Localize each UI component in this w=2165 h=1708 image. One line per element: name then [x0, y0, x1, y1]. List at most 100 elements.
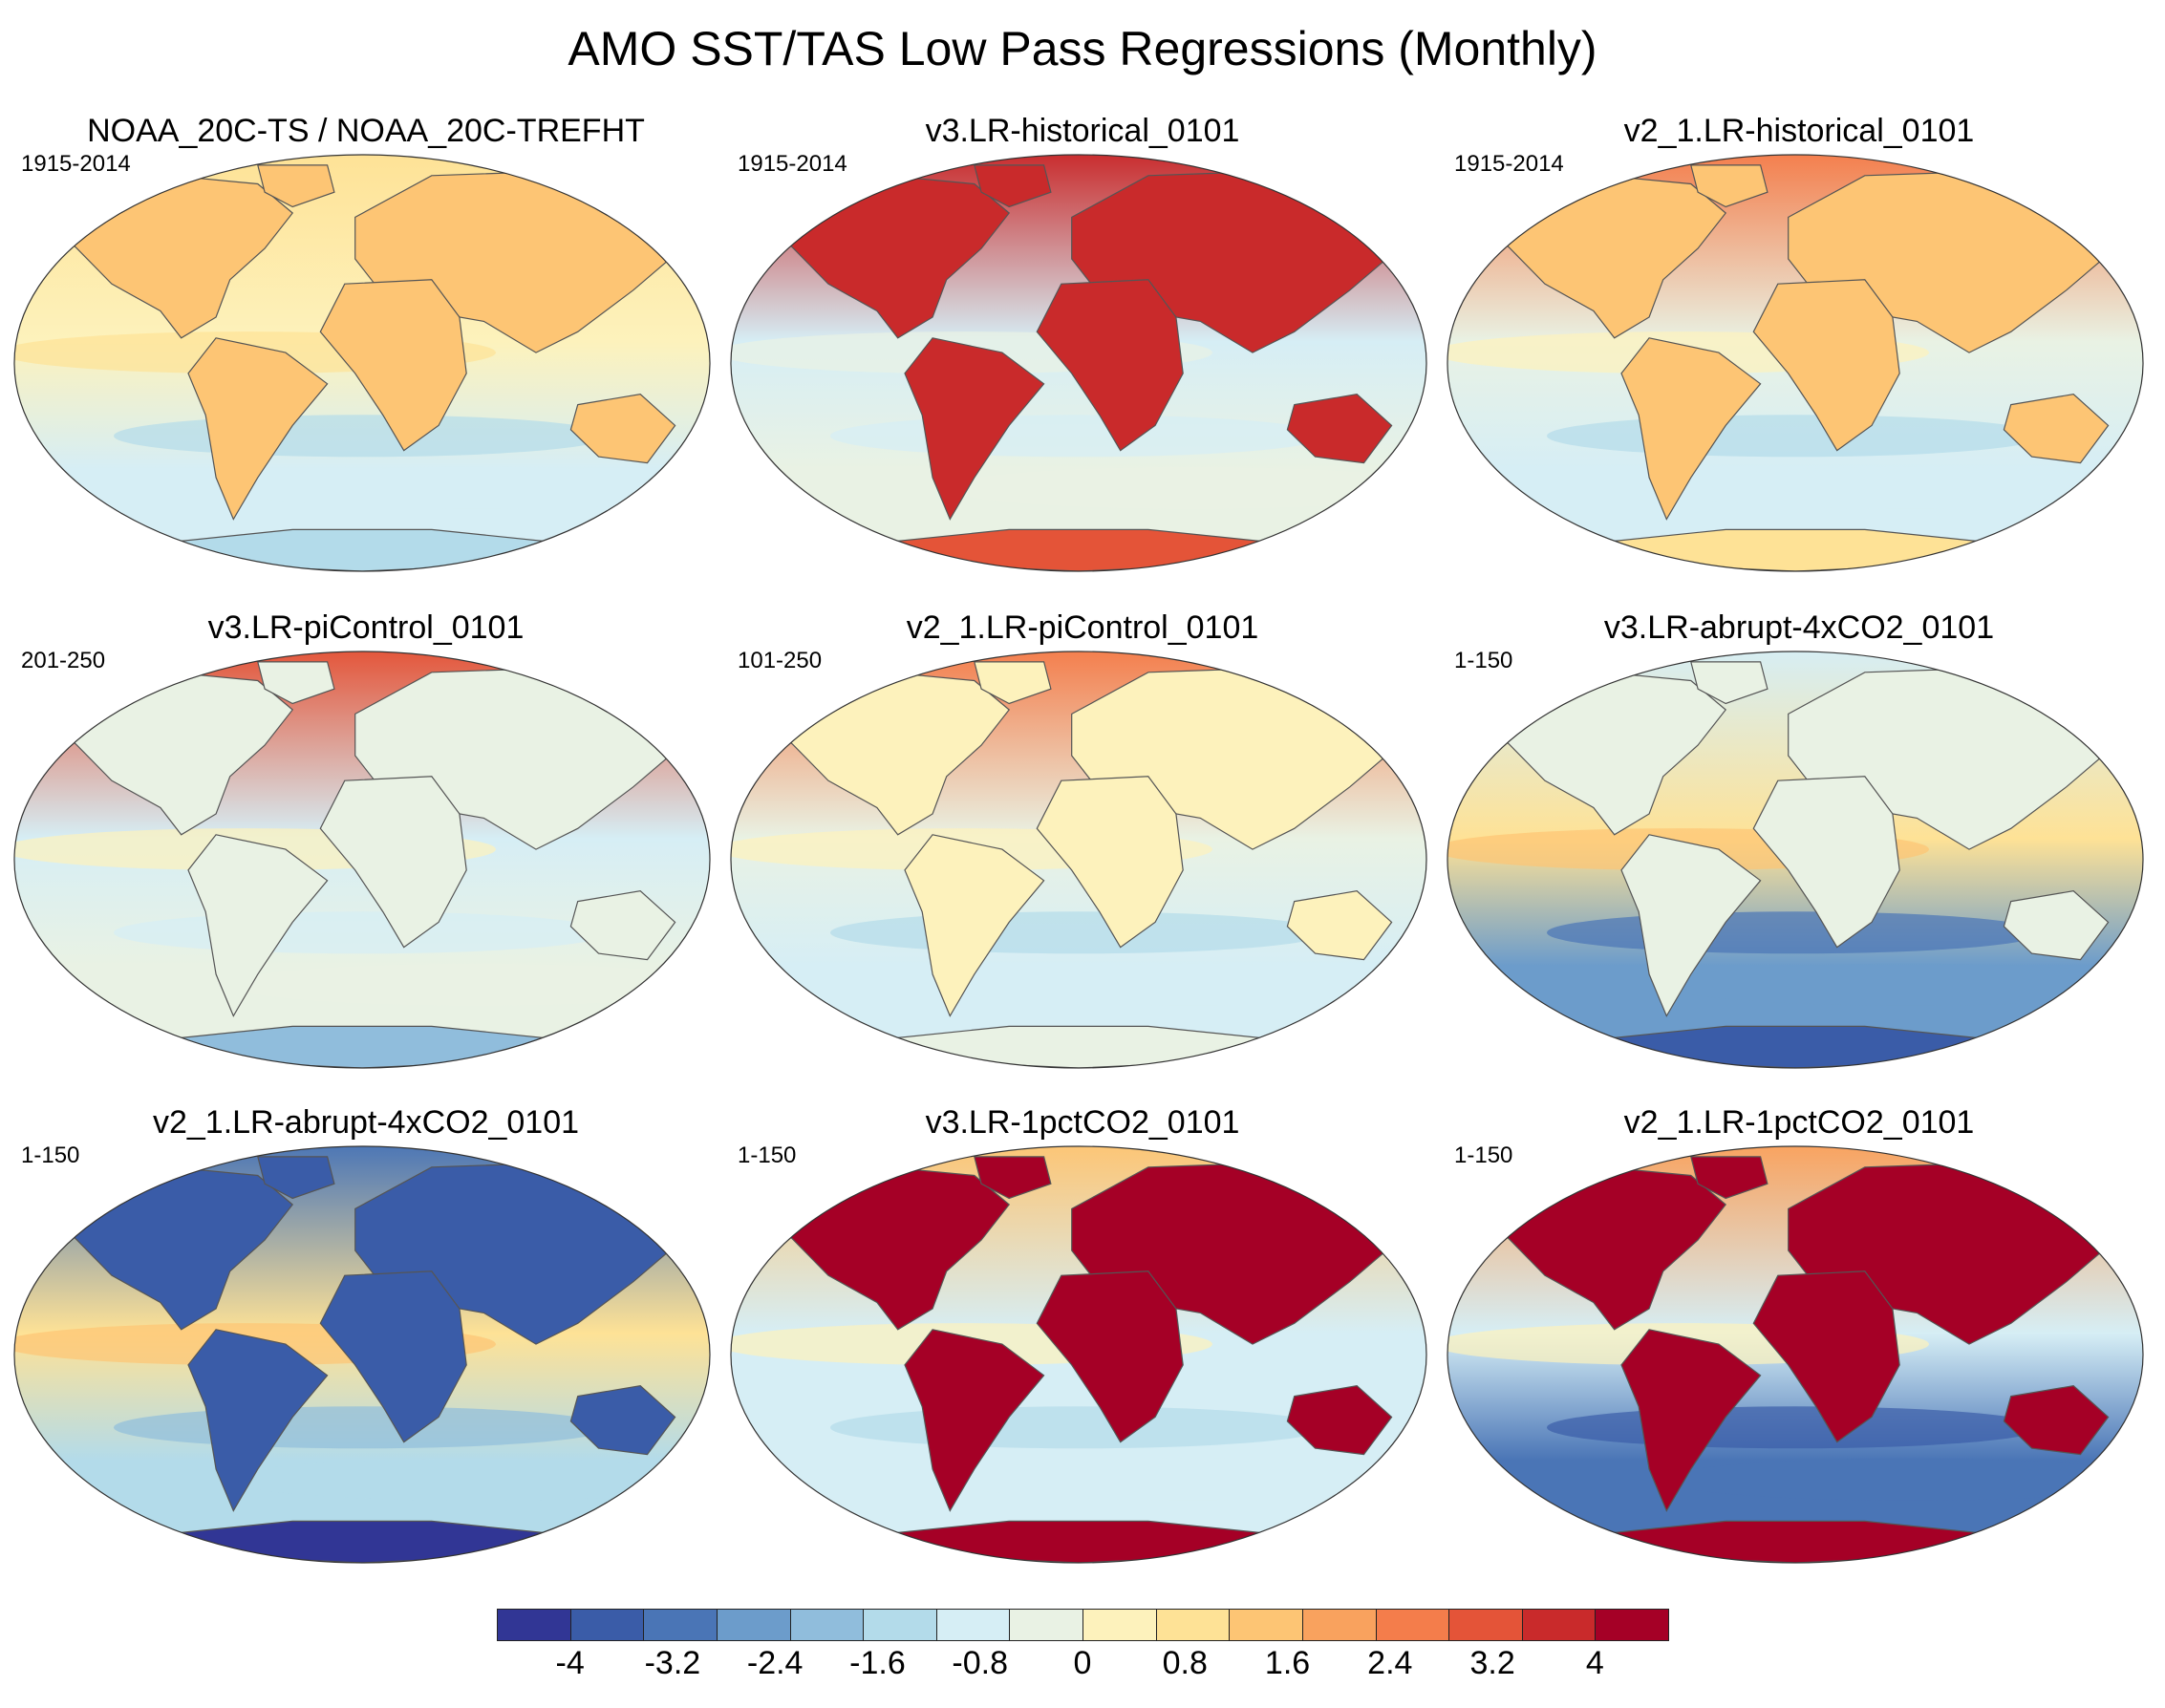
panel-title: v2_1.LR-abrupt-4xCO2_0101: [152, 1104, 580, 1141]
colorbar-tick-label: 4: [1585, 1645, 1604, 1681]
continent-antarctica: [168, 1025, 556, 1068]
colorbar-box: [569, 1609, 645, 1641]
continent-africa: [1752, 279, 1900, 452]
panel-period: 201-250: [21, 648, 106, 673]
continent-africa: [1752, 776, 1900, 949]
continent-antarctica: [885, 1025, 1273, 1068]
panel-period: 1-150: [738, 1142, 797, 1168]
colorbar-box: [1009, 1609, 1083, 1641]
panel-period: 101-250: [738, 648, 823, 673]
world-map: [1447, 651, 2144, 1069]
colorbar-tick-label: -1.6: [849, 1645, 906, 1681]
main-title: AMO SST/TAS Low Pass Regressions (Monthl…: [568, 22, 1597, 75]
panel-title: v2_1.LR-historical_0101: [1623, 113, 1975, 149]
panel-title: NOAA_20C-TS / NOAA_20C-TREFHT: [87, 113, 645, 149]
panel-title: v2_1.LR-1pctCO2_0101: [1623, 1104, 1975, 1141]
map-panel: v2_1.LR-historical_0101 1915-2014: [1441, 113, 2157, 581]
panel-period: 1915-2014: [738, 151, 847, 177]
colorbar-box: [789, 1609, 865, 1641]
colorbar-box: [935, 1609, 1011, 1641]
ocean-band: [1547, 1406, 2044, 1449]
map-panel: v3.LR-abrupt-4xCO2_0101 1-150: [1441, 609, 2157, 1078]
ocean-band: [1661, 1458, 2143, 1501]
continent-africa: [1036, 1270, 1184, 1443]
panel-period: 1-150: [1454, 1142, 1513, 1168]
ocean-band: [114, 415, 611, 458]
continent-south-america: [904, 337, 1045, 521]
panel-title: v3.LR-1pctCO2_0101: [925, 1104, 1240, 1141]
ocean-band: [830, 1406, 1327, 1449]
colorbar-box: [716, 1609, 791, 1641]
colorbar-box: [1448, 1609, 1523, 1641]
continent-greenland: [1690, 1156, 1768, 1200]
map-border: [1447, 1145, 2144, 1564]
colorbar-box: [1375, 1609, 1450, 1641]
colorbar-box: [497, 1609, 571, 1641]
continent-australia: [569, 1385, 676, 1456]
world-map: [730, 1145, 1427, 1564]
continent-greenland: [974, 661, 1052, 705]
continent-south-america: [187, 1329, 329, 1512]
continent-australia: [2003, 890, 2110, 961]
colorbar-tick-label: 2.4: [1367, 1645, 1413, 1681]
ocean-band: [1661, 466, 2143, 509]
ocean-band: [1547, 911, 2044, 954]
colorbar-box: [1229, 1609, 1303, 1641]
colorbar-box: [1155, 1609, 1231, 1641]
continent-greenland: [257, 164, 335, 208]
colorbar: [497, 1609, 1669, 1643]
continent-australia: [2003, 1385, 2110, 1456]
colorbar-box: [1521, 1609, 1597, 1641]
ocean-band: [830, 911, 1327, 954]
continent-greenland: [974, 1156, 1052, 1200]
colorbar-tick-label: -2.4: [746, 1645, 804, 1681]
world-map: [13, 1145, 711, 1564]
continent-antarctica: [168, 528, 556, 571]
colorbar-tick-label: 0: [1073, 1645, 1092, 1681]
panel-title: v3.LR-piControl_0101: [207, 609, 525, 646]
continent-antarctica: [1601, 1025, 1989, 1068]
panel-period: 1-150: [21, 1142, 80, 1168]
map-border: [730, 154, 1427, 572]
continent-australia: [569, 394, 676, 464]
continent-africa: [1036, 776, 1184, 949]
colorbar-tick-label: -0.8: [952, 1645, 1009, 1681]
continent-south-america: [904, 834, 1045, 1017]
map-panel: v2_1.LR-piControl_0101 101-250: [724, 609, 1441, 1078]
colorbar-box: [863, 1609, 937, 1641]
continent-africa: [319, 279, 467, 452]
ocean-band: [228, 466, 710, 509]
map-border: [730, 1145, 1427, 1564]
map-border: [1447, 651, 2144, 1069]
continent-south-america: [1620, 834, 1762, 1017]
continent-antarctica: [885, 1520, 1273, 1563]
continent-greenland: [1690, 661, 1768, 705]
continent-africa: [1752, 1270, 1900, 1443]
map-panel: v2_1.LR-abrupt-4xCO2_0101 1-150: [8, 1104, 724, 1572]
panel-title: v3.LR-historical_0101: [925, 113, 1240, 149]
map-border: [13, 1145, 711, 1564]
colorbar-tick-label: -4: [555, 1645, 585, 1681]
continent-australia: [569, 890, 676, 961]
continent-australia: [1286, 394, 1393, 464]
colorbar-tick-label: -3.2: [644, 1645, 701, 1681]
continent-south-america: [1620, 1329, 1762, 1512]
map-panel: v3.LR-historical_0101 1915-2014: [724, 113, 1441, 581]
ocean-band: [830, 415, 1327, 458]
continent-antarctica: [1601, 528, 1989, 571]
map-border: [1447, 154, 2144, 572]
continent-south-america: [187, 337, 329, 521]
world-map: [1447, 1145, 2144, 1564]
continent-australia: [1286, 890, 1393, 961]
ocean-band: [1661, 963, 2143, 1006]
map-panel: v3.LR-piControl_0101 201-250: [8, 609, 724, 1078]
continent-australia: [1286, 1385, 1393, 1456]
ocean-band: [114, 1406, 611, 1449]
world-map: [730, 154, 1427, 572]
continent-antarctica: [885, 528, 1273, 571]
continent-greenland: [257, 1156, 335, 1200]
map-border: [13, 651, 711, 1069]
continent-antarctica: [1601, 1520, 1989, 1563]
colorbar-box: [1082, 1609, 1157, 1641]
continent-greenland: [257, 661, 335, 705]
